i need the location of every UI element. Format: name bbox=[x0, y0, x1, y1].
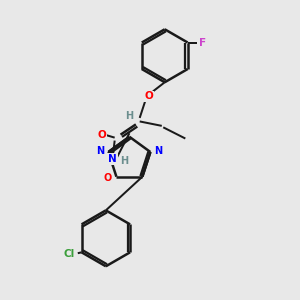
Text: H: H bbox=[125, 111, 133, 121]
Text: N: N bbox=[154, 146, 163, 155]
Text: N: N bbox=[96, 146, 104, 155]
Text: O: O bbox=[97, 130, 106, 140]
Text: F: F bbox=[199, 38, 206, 47]
Text: Cl: Cl bbox=[63, 249, 75, 259]
Text: O: O bbox=[144, 92, 153, 101]
Text: O: O bbox=[103, 173, 112, 183]
Text: H: H bbox=[120, 156, 128, 166]
Text: N: N bbox=[108, 154, 117, 164]
